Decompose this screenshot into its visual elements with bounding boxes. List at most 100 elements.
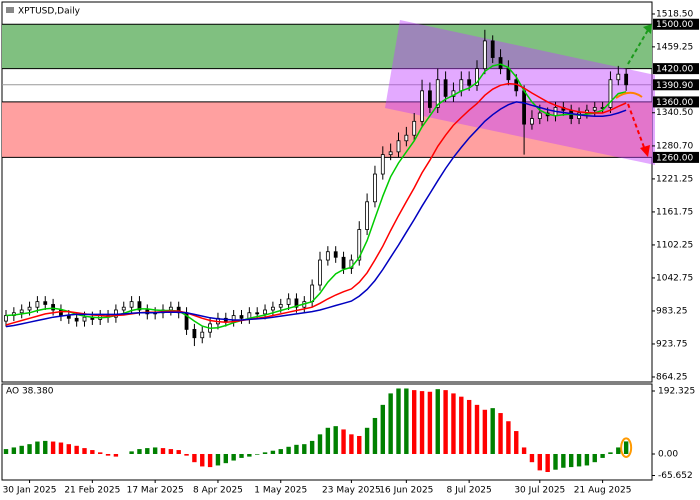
- ao-bar: [514, 431, 519, 454]
- y-tick-label: 0.00: [658, 449, 678, 459]
- candle-body: [522, 90, 526, 125]
- candle-body: [35, 301, 40, 308]
- candle-body: [427, 90, 432, 108]
- ao-bar: [529, 453, 535, 463]
- x-tick-label: 21 Aug 2025: [574, 486, 632, 496]
- y-tick-label: 192.325: [658, 387, 695, 397]
- y-tick-label: 1161.75: [656, 207, 693, 217]
- candle-body: [59, 309, 63, 316]
- y-tick-label: 1518.50: [656, 9, 693, 19]
- ao-bar: [349, 434, 354, 454]
- ao-bar: [459, 396, 464, 454]
- ao-bar: [427, 391, 433, 454]
- ao-bar: [294, 444, 299, 454]
- candle-body: [482, 40, 487, 70]
- price-frame: [1, 1, 653, 383]
- ao-bar: [443, 390, 448, 454]
- x-tick-label: 17 Mar 2025: [127, 486, 184, 496]
- ao-bar: [474, 404, 480, 454]
- candle-body: [537, 112, 542, 119]
- y-tick-label: 1280.70: [656, 141, 693, 151]
- ao-bar: [262, 452, 268, 454]
- ao-bar: [168, 449, 174, 454]
- ao-bar: [364, 427, 370, 454]
- ao-bar: [3, 449, 9, 454]
- y-tick-label: 1340.50: [656, 108, 693, 118]
- ao-bar: [43, 440, 48, 454]
- candle-body: [294, 298, 299, 308]
- candle-body: [121, 306, 126, 311]
- candle-body: [4, 315, 8, 322]
- candle-body: [420, 90, 424, 122]
- ao-bar: [184, 453, 189, 456]
- ao-bar: [325, 427, 331, 454]
- candle-body: [506, 68, 511, 81]
- level-label: 1390.90: [656, 81, 693, 91]
- ao-bar: [278, 449, 283, 454]
- ao-bar: [239, 453, 244, 458]
- forecast-arrows: [615, 24, 652, 157]
- ao-bar: [66, 444, 71, 454]
- candle-body: [624, 73, 629, 86]
- ao-bar: [317, 434, 323, 454]
- y-tick-label: 983.25: [656, 306, 688, 316]
- candle-body: [82, 316, 87, 322]
- moving-average: [5, 101, 627, 328]
- ao-bar: [50, 441, 56, 454]
- ao-bar: [498, 413, 503, 454]
- ao-bar: [215, 453, 221, 466]
- candle-body: [325, 251, 330, 261]
- x-tick-label: 23 May 2025: [322, 486, 381, 496]
- candle-body: [19, 309, 24, 314]
- candle-body: [412, 120, 417, 136]
- candle-body: [467, 79, 472, 86]
- ao-bar: [255, 453, 260, 455]
- candle-body: [530, 118, 534, 125]
- ao-bar: [506, 421, 511, 454]
- candle-body: [357, 229, 362, 261]
- candle-body: [263, 309, 267, 315]
- candle-body: [592, 107, 597, 111]
- candle-body: [498, 57, 503, 70]
- ao-bar: [223, 453, 228, 464]
- candle-body: [318, 259, 322, 286]
- ao-bar: [569, 453, 574, 468]
- ao-bar: [490, 408, 495, 454]
- ao-bar: [192, 453, 197, 463]
- candle-body: [239, 315, 244, 319]
- symbol-icon: [6, 7, 14, 13]
- ao-bar: [521, 447, 527, 454]
- x-tick-label: 1 May 2025: [254, 486, 307, 496]
- candle-body: [380, 154, 385, 175]
- zone: [2, 101, 652, 158]
- moving-average: [5, 82, 627, 326]
- x-tick-label: 8 Apr 2025: [193, 486, 243, 496]
- ao-bar: [396, 388, 401, 454]
- ao-bar: [623, 441, 629, 454]
- level-label-box: [653, 63, 699, 75]
- ao-bar: [74, 445, 79, 454]
- x-tick-label: 8 Jul 2025: [447, 486, 492, 496]
- level-label: 1260.00: [656, 153, 693, 163]
- y-tick-label: 864.25: [656, 372, 688, 382]
- x-tick-label: 21 Feb 2025: [64, 486, 120, 496]
- ao-bar: [545, 453, 550, 473]
- y-tick-label: 1459.25: [656, 42, 693, 52]
- ao-bar: [286, 446, 291, 454]
- ao-bar: [333, 426, 338, 454]
- candle-body: [608, 79, 613, 108]
- x-tick-label: 30 Jul 2025: [514, 486, 565, 496]
- ao-bar: [35, 441, 40, 454]
- ao-bar: [247, 453, 252, 457]
- chart-title: XPTUSD,Daily: [18, 7, 81, 17]
- ao-bar: [608, 452, 613, 454]
- highlight: [620, 437, 633, 458]
- level-label-box: [653, 96, 699, 108]
- ao-bar: [576, 453, 582, 467]
- ao-bar: [105, 453, 111, 456]
- candle-body: [475, 68, 479, 86]
- candle-body: [443, 79, 448, 97]
- candle-body: [365, 201, 370, 230]
- ao-bar: [200, 453, 205, 467]
- ao-bar: [451, 393, 456, 454]
